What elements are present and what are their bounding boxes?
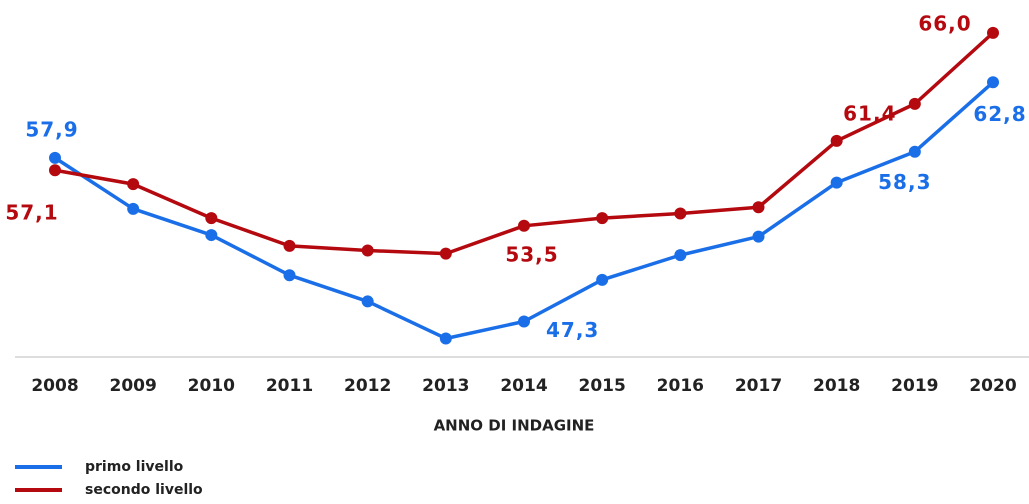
data-label: 53,5: [505, 242, 558, 266]
x-tick-label: 2017: [735, 376, 782, 396]
data-point: [205, 229, 218, 242]
data-point: [361, 244, 374, 257]
data-label: 62,8: [973, 102, 1026, 126]
data-label: 61,4: [843, 101, 896, 125]
data-point: [439, 332, 452, 345]
data-point: [830, 176, 843, 189]
data-label: 57,1: [5, 201, 58, 225]
data-point: [518, 219, 530, 232]
legend-label: primo livello: [85, 459, 184, 475]
data-point: [908, 97, 921, 110]
data-point: [205, 212, 218, 225]
x-tick-label: 2012: [344, 376, 391, 396]
data-point: [283, 269, 296, 282]
x-tick-label: 2020: [969, 376, 1016, 396]
x-tick-label: 2009: [110, 376, 157, 396]
x-tick-label: 2019: [891, 376, 938, 396]
data-point: [596, 212, 609, 225]
x-tick-label: 2016: [657, 376, 704, 396]
x-tick-label: 2008: [31, 376, 78, 396]
data-point: [596, 273, 609, 286]
data-point: [49, 164, 61, 177]
legend-label: secondo livello: [85, 482, 203, 498]
x-tick-label: 2013: [422, 376, 469, 396]
data-label: 47,3: [546, 318, 599, 342]
data-point: [49, 151, 61, 164]
data-point: [987, 76, 999, 89]
data-point: [283, 239, 296, 252]
data-label: 58,3: [878, 170, 931, 194]
x-tick-label: 2011: [266, 376, 313, 396]
data-label: 57,9: [25, 117, 78, 141]
data-point: [987, 26, 999, 39]
data-point: [752, 230, 765, 243]
data-point: [908, 145, 921, 158]
x-axis-title: ANNO DI INDAGINE: [434, 417, 595, 435]
data-point: [674, 207, 687, 220]
data-point: [674, 249, 687, 262]
x-tick-label: 2015: [579, 376, 626, 396]
data-point: [752, 201, 765, 214]
data-point: [361, 295, 374, 308]
data-label: 66,0: [918, 11, 971, 35]
data-point: [127, 178, 140, 191]
x-tick-label: 2014: [500, 376, 547, 396]
data-point: [439, 247, 452, 260]
data-point: [127, 202, 140, 215]
data-point: [518, 315, 530, 328]
x-tick-label: 2010: [188, 376, 235, 396]
x-tick-label: 2018: [813, 376, 860, 396]
data-point: [830, 134, 843, 147]
